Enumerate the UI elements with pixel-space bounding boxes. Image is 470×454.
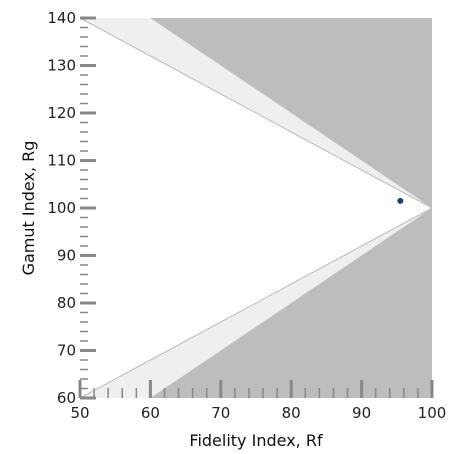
data-points xyxy=(397,197,404,204)
y-tick-label: 130 xyxy=(47,57,76,75)
y-tick-label: 90 xyxy=(57,247,76,265)
y-tick-label: 80 xyxy=(57,294,76,312)
x-axis-title: Fidelity Index, Rf xyxy=(189,431,323,450)
x-tick-label: 70 xyxy=(211,404,230,422)
y-tick-label: 70 xyxy=(57,342,76,360)
y-tick-label: 120 xyxy=(47,104,76,122)
y-tick-labels: 60 70 80 90 100 110 120 130 140 xyxy=(47,9,76,407)
y-minor-ticks xyxy=(80,16,96,400)
y-tick-label: 100 xyxy=(47,199,76,217)
x-tick-label: 90 xyxy=(352,404,371,422)
data-point xyxy=(397,197,404,204)
y-tick-label: 60 xyxy=(57,389,76,407)
y-tick-label: 140 xyxy=(47,9,76,27)
y-axis-title: Gamut Index, Rg xyxy=(19,141,38,276)
x-tick-label: 80 xyxy=(282,404,301,422)
y-tick-label: 110 xyxy=(47,152,76,170)
x-tick-label: 50 xyxy=(70,404,89,422)
x-tick-labels: 50 60 70 80 90 100 xyxy=(70,404,446,422)
boundary-line-lower xyxy=(79,207,433,399)
boundary-line-upper xyxy=(79,17,433,209)
plot-area xyxy=(79,17,433,399)
x-tick-label: 60 xyxy=(141,404,160,422)
x-tick-label: 100 xyxy=(418,404,447,422)
